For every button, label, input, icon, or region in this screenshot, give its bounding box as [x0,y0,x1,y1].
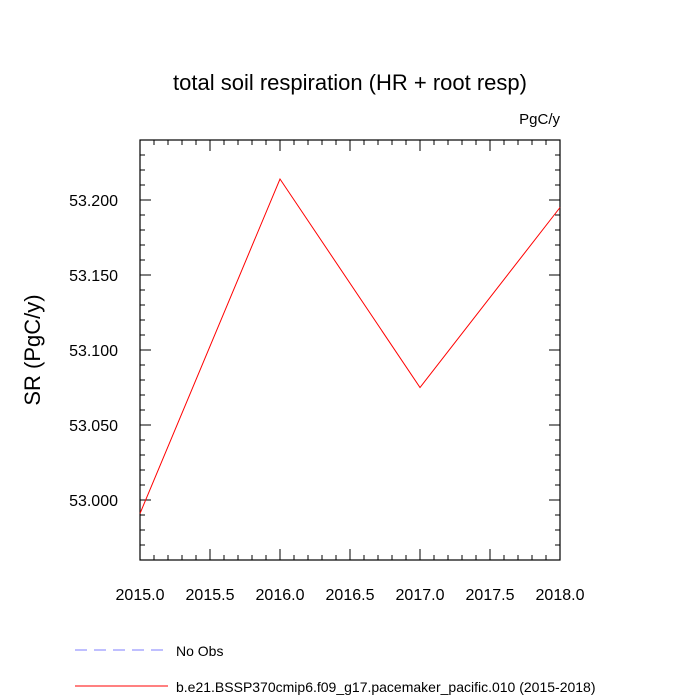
plot-frame [139,139,561,561]
x-tick-label: 2015.5 [186,587,235,604]
x-tick-label: 2017.5 [466,587,515,604]
y-tick-label: 53.100 [69,343,118,360]
x-tick-label: 2016.5 [326,587,375,604]
y-tick-label: 53.200 [69,193,118,210]
y-tick-label: 53.000 [69,493,118,510]
chart-title: total soil respiration (HR + root resp) [173,70,527,95]
y-tick-label: 53.150 [69,268,118,285]
x-tick-label: 2015.0 [116,587,165,604]
x-tick-label: 2018.0 [536,587,585,604]
series-line [139,177,561,514]
legend-label: No Obs [176,643,223,659]
y-axis-label: SR (PgC/y) [20,294,45,405]
legend: No Obs b.e21.BSSP370cmip6.f09_g17.pacemak… [75,643,596,695]
x-tick-label: 2016.0 [256,587,305,604]
units-label: PgC/y [519,111,560,128]
y-tick-label: 53.050 [69,418,118,435]
x-tick-label: 2017.0 [396,587,445,604]
plot-area: 2015.0 2015.5 2016.0 2016.5 2017.0 2017.5 2018… [69,139,585,604]
legend-label: b.e21.BSSP370cmip6.f09_g17.pacemaker_pac… [176,679,596,695]
